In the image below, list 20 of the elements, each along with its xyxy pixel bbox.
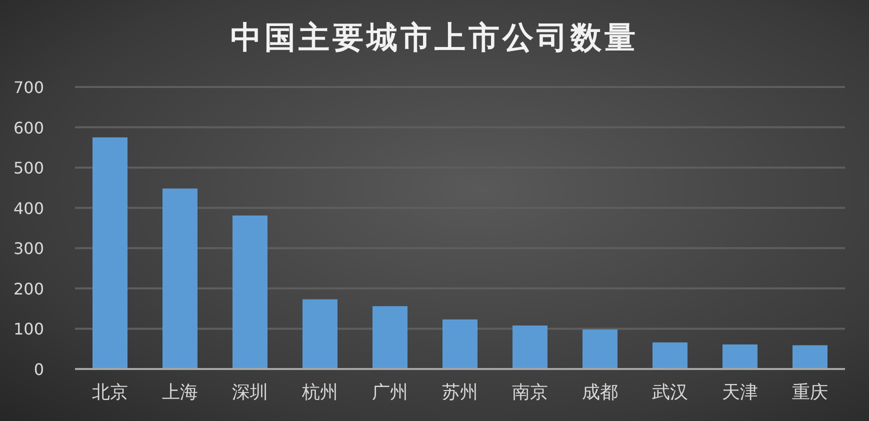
y-tick-label: 200: [13, 279, 44, 298]
x-tick-label: 杭州: [301, 382, 338, 403]
x-tick-label: 天津: [722, 382, 758, 403]
x-tick-label: 深圳: [232, 382, 268, 403]
x-tick-label: 南京: [512, 382, 548, 403]
x-tick-label: 成都: [582, 382, 618, 403]
y-tick-label: 300: [13, 239, 44, 258]
y-tick-label: 100: [13, 320, 44, 339]
y-tick-label: 500: [13, 158, 44, 178]
chart-title: 中国主要城市上市公司数量: [230, 20, 638, 56]
x-tick-label: 重庆: [792, 382, 828, 403]
x-tick-label: 北京: [92, 382, 128, 403]
y-tick-label: 400: [13, 198, 44, 218]
y-tick-label: 600: [13, 118, 44, 138]
x-tick-label: 上海: [162, 382, 198, 403]
x-tick-label: 广州: [372, 382, 408, 403]
x-tick-label: 武汉: [652, 382, 688, 403]
y-tick-label: 700: [13, 78, 44, 97]
y-tick-label: 0: [34, 360, 44, 379]
x-tick-label: 苏州: [442, 382, 478, 403]
